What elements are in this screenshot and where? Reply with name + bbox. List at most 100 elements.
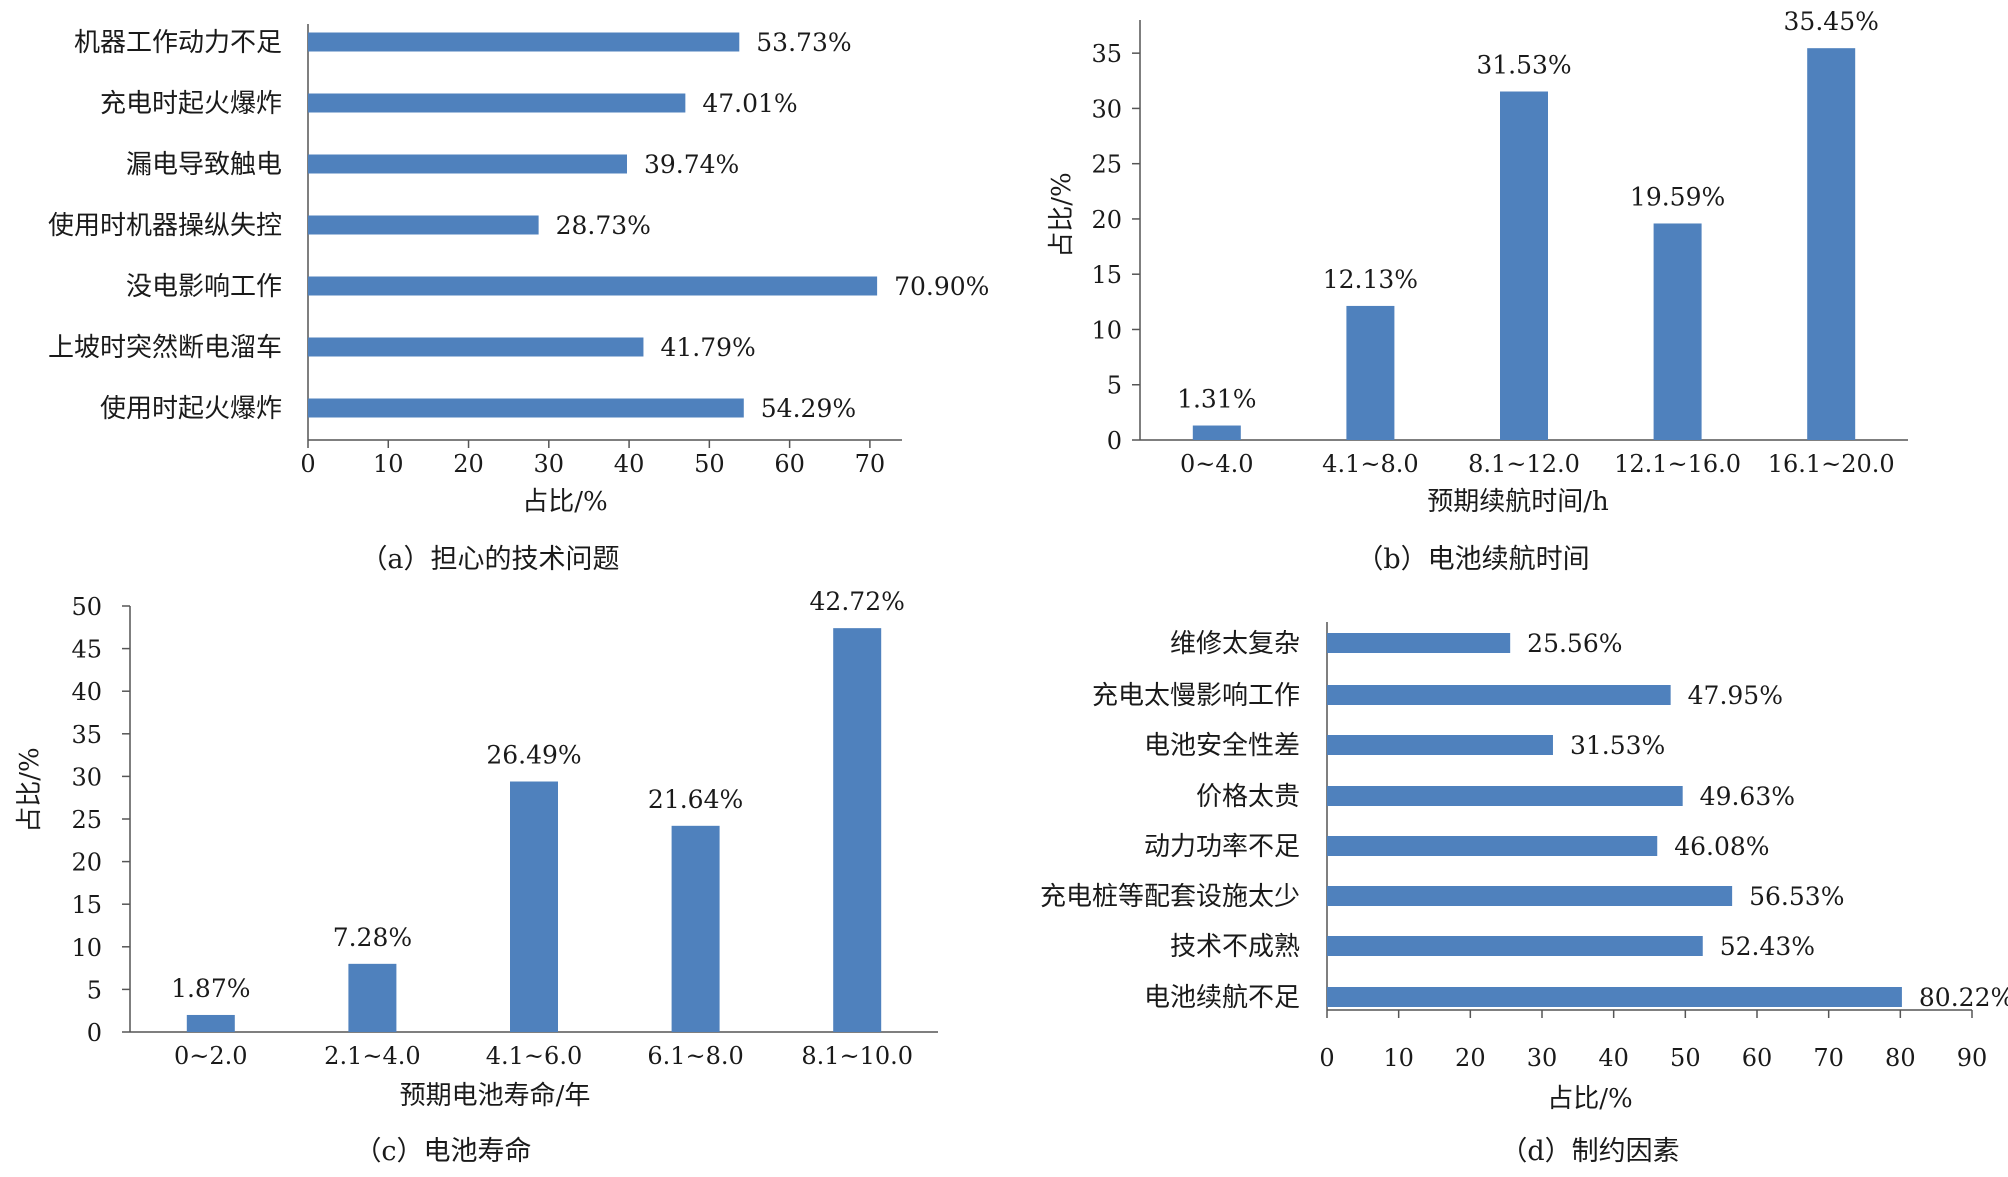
data-label: 53.73% (756, 28, 851, 57)
chart-caption: （b）电池续航时间 (1356, 544, 1589, 575)
data-label: 56.53% (1749, 882, 1844, 911)
data-label: 26.49% (486, 741, 581, 770)
category-label: 动力功率不足 (1144, 832, 1300, 862)
category-label: 12.1~16.0 (1614, 450, 1741, 478)
category-label: 8.1~10.0 (801, 1042, 913, 1070)
x-tick-label: 60 (1742, 1044, 1773, 1072)
y-tick-label: 25 (71, 806, 102, 834)
x-tick-label: 70 (1813, 1044, 1844, 1072)
bar (308, 93, 686, 113)
category-label: 6.1~8.0 (647, 1042, 743, 1070)
y-tick-label: 5 (87, 976, 102, 1004)
data-label: 80.22% (1919, 983, 2008, 1012)
category-label: 充电桩等配套设施太少 (1040, 882, 1300, 912)
x-tick-label: 10 (373, 450, 404, 478)
category-label: 价格太贵 (1196, 782, 1300, 812)
chart-c: 0 5 10 15 20 25 30 35 40 45 50 0~2.0 1.87% 2.1~4.0 7.2… (15, 587, 938, 1167)
x-tick-label: 20 (1455, 1044, 1486, 1072)
y-tick-label: 35 (71, 721, 102, 749)
bar (348, 963, 397, 1032)
bar (1327, 936, 1703, 956)
data-label: 41.79% (660, 333, 755, 362)
data-label: 54.29% (761, 394, 856, 423)
bar (1327, 987, 1902, 1007)
category-label: 维修太复杂 (1170, 629, 1300, 659)
y-tick-label: 50 (71, 593, 102, 621)
y-tick-label: 20 (71, 849, 102, 877)
bar (1653, 223, 1702, 440)
category-label: 电池续航不足 (1144, 983, 1300, 1013)
chart-caption: （d）制约因素 (1500, 1136, 1679, 1167)
chart-caption: （c）电池寿命 (354, 1136, 531, 1167)
y-tick-label: 40 (71, 678, 102, 706)
bar (308, 398, 744, 418)
bar (186, 1014, 235, 1032)
y-tick-label: 15 (1091, 261, 1122, 289)
chart-b: 0 5 10 15 20 25 30 35 0~4.0 1.31% 4.1~8.0 12.13% 8.1… (1047, 7, 1908, 575)
bar (1346, 305, 1395, 440)
x-tick-label: 50 (694, 450, 725, 478)
bar (308, 154, 627, 174)
category-label: 4.1~6.0 (486, 1042, 582, 1070)
x-tick-label: 60 (774, 450, 805, 478)
x-tick-label: 10 (1383, 1044, 1414, 1072)
y-tick-label: 0 (87, 1019, 102, 1047)
category-label: 8.1~12.0 (1468, 450, 1580, 478)
chart-d: 0 10 20 30 40 50 60 70 80 90 维修太复杂 25.56% 充电太慢影响工作 47… (1040, 622, 2008, 1167)
bar (1327, 836, 1658, 856)
data-label: 47.01% (702, 89, 797, 118)
chart-a: 0 10 20 30 40 50 60 70 机器工作动力不足 53.73% 充电时起火爆炸 47.0… (48, 24, 989, 575)
data-label: 12.13% (1323, 265, 1418, 294)
y-tick-label: 35 (1091, 40, 1122, 68)
y-tick-label: 15 (71, 891, 102, 919)
category-label: 2.1~4.0 (324, 1042, 420, 1070)
bar (1500, 91, 1548, 440)
x-axis-title: 占比/% (522, 487, 607, 517)
y-tick-label: 45 (71, 636, 102, 664)
x-tick-label: 40 (1598, 1044, 1629, 1072)
y-tick-label: 20 (1091, 206, 1122, 234)
category-label: 16.1~20.0 (1768, 450, 1895, 478)
x-tick-label: 20 (453, 450, 484, 478)
data-label: 19.59% (1630, 182, 1725, 211)
bar (1192, 425, 1241, 440)
data-label: 70.90% (894, 272, 989, 301)
bar (671, 825, 720, 1032)
x-axis-title: 预期续航时间/h (1427, 487, 1609, 517)
data-label: 47.95% (1688, 681, 1783, 710)
bar (1327, 735, 1553, 755)
y-axis-title: 占比/% (15, 747, 45, 832)
category-label: 使用时机器操纵失控 (48, 211, 282, 241)
bar (1327, 786, 1683, 806)
category-label: 电池安全性差 (1144, 731, 1300, 761)
chart-caption: （a）担心的技术问题 (360, 544, 619, 575)
bar (1807, 48, 1856, 441)
y-tick-label: 30 (71, 763, 102, 791)
category-label: 0~4.0 (1180, 450, 1254, 478)
y-tick-label: 25 (1091, 151, 1122, 179)
y-tick-label: 30 (1091, 95, 1122, 123)
category-label: 0~2.0 (174, 1042, 248, 1070)
category-label: 充电时起火爆炸 (100, 89, 282, 119)
category-label: 漏电导致触电 (126, 150, 282, 180)
x-axis-title: 预期电池寿命/年 (400, 1081, 591, 1111)
category-label: 4.1~8.0 (1322, 450, 1418, 478)
category-label: 使用时起火爆炸 (100, 394, 282, 424)
x-tick-label: 30 (1527, 1044, 1558, 1072)
x-tick-label: 30 (534, 450, 565, 478)
y-tick-label: 0 (1107, 427, 1122, 455)
x-tick-label: 0 (1319, 1044, 1334, 1072)
data-label: 39.74% (644, 150, 739, 179)
y-tick-label: 5 (1107, 372, 1122, 400)
data-label: 52.43% (1720, 932, 1815, 961)
category-label: 充电太慢影响工作 (1092, 681, 1300, 711)
bar (308, 32, 740, 52)
bar (510, 781, 558, 1032)
category-label: 没电影响工作 (126, 272, 282, 302)
y-tick-label: 10 (71, 934, 102, 962)
x-tick-label: 40 (614, 450, 645, 478)
bar (308, 337, 644, 357)
data-label: 35.45% (1784, 7, 1879, 36)
data-label: 28.73% (556, 211, 651, 240)
bar (1327, 633, 1511, 653)
